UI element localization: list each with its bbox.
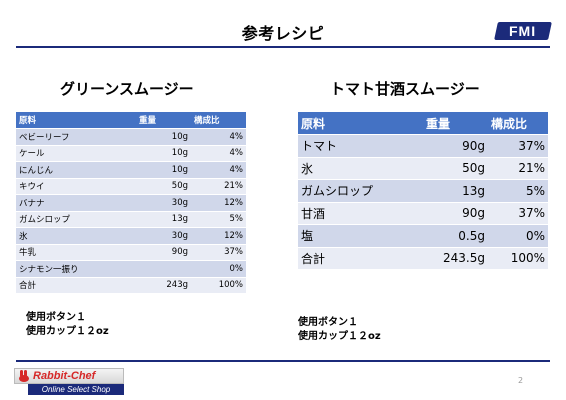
table-row: バナナ 30g 12% <box>16 194 246 212</box>
ratio-cell: 37% <box>488 202 548 225</box>
ingredient-cell: 牛乳 <box>16 244 136 261</box>
green-smoothie-note: 使用ボタン１ 使用カップ１２oz <box>26 311 109 339</box>
weight-cell <box>136 260 191 278</box>
weight-cell: 243.5g <box>423 247 488 270</box>
tomato-smoothie-note: 使用ボタン１ 使用カップ１２oz <box>298 316 381 344</box>
table-row: 氷 30g 12% <box>16 227 246 245</box>
cup-size-text: 使用カップ１２oz <box>26 326 109 337</box>
ratio-cell: 12% <box>191 194 246 212</box>
ratio-cell: 5% <box>488 179 548 203</box>
table-row: にんじん 10g 4% <box>16 161 246 179</box>
ratio-cell: 4% <box>191 161 246 179</box>
rabbit-chef-logo: Rabbit-Chef Online Select Shop <box>14 368 124 396</box>
table-row: ベビーリーフ 10g 4% <box>16 128 246 146</box>
ingredient-cell: にんじん <box>16 161 136 179</box>
ratio-cell: 5% <box>191 211 246 228</box>
ingredient-cell: 塩 <box>298 224 423 248</box>
column-header-ingredient: 原料 <box>16 112 136 129</box>
table-row: 氷 50g 21% <box>298 157 548 180</box>
ingredient-cell: 氷 <box>298 157 423 180</box>
weight-cell: 10g <box>136 145 191 162</box>
weight-cell: 0.5g <box>423 224 488 248</box>
ingredient-cell: ガムシロップ <box>298 179 423 203</box>
cup-size-text: 使用カップ１２oz <box>298 331 381 342</box>
brand-banner: Rabbit-Chef <box>14 368 124 384</box>
weight-cell: 13g <box>136 211 191 228</box>
column-header-ingredient: 原料 <box>298 112 423 135</box>
ratio-cell: 100% <box>488 247 548 270</box>
footer-rule <box>16 360 550 362</box>
tomato-smoothie-table: 原料 重量 構成比 トマト 90g 37% 氷 50g 21% ガムシロップ 1… <box>298 112 548 270</box>
green-smoothie-table: 原料 重量 構成比 ベビーリーフ 10g 4% ケール 10g 4% にんじん … <box>16 112 246 294</box>
ratio-cell: 0% <box>488 224 548 248</box>
table-row: ケール 10g 4% <box>16 145 246 162</box>
page-number: 2 <box>518 376 524 385</box>
column-header-weight: 重量 <box>136 112 191 129</box>
weight-cell: 50g <box>423 157 488 180</box>
ingredient-cell: シナモン一振り <box>16 260 136 278</box>
rabbit-icon <box>17 369 31 383</box>
ingredient-cell: バナナ <box>16 194 136 212</box>
table-total-row: 合計 243.5g 100% <box>298 247 548 270</box>
weight-cell: 30g <box>136 227 191 245</box>
ingredient-cell: キウイ <box>16 178 136 195</box>
table-row: キウイ 50g 21% <box>16 178 246 195</box>
ingredient-cell: ベビーリーフ <box>16 128 136 146</box>
ingredient-cell: 甘酒 <box>298 202 423 225</box>
weight-cell: 30g <box>136 194 191 212</box>
weight-cell: 10g <box>136 161 191 179</box>
button-count-text: 使用ボタン１ <box>298 317 358 328</box>
table-row: 牛乳 90g 37% <box>16 244 246 261</box>
brand-name: Rabbit-Chef <box>33 370 96 382</box>
table-row: ガムシロップ 13g 5% <box>298 179 548 203</box>
ingredient-cell: 氷 <box>16 227 136 245</box>
table-header-row: 原料 重量 構成比 <box>16 112 246 129</box>
slide-title: 参考レシピ <box>241 24 325 43</box>
weight-cell: 10g <box>136 128 191 146</box>
ratio-cell: 21% <box>488 157 548 180</box>
weight-cell: 13g <box>423 179 488 203</box>
tomato-smoothie-title: トマト甘酒スムージー <box>330 80 480 98</box>
weight-cell: 50g <box>136 178 191 195</box>
weight-cell: 90g <box>423 134 488 158</box>
ratio-cell: 37% <box>488 134 548 158</box>
button-count-text: 使用ボタン１ <box>26 312 86 323</box>
table-total-row: 合計 243g 100% <box>16 277 246 294</box>
table-row: ガムシロップ 13g 5% <box>16 211 246 228</box>
fmi-logo-text: FMI <box>509 23 537 39</box>
fmi-logo: FMI <box>494 22 552 40</box>
ratio-cell: 37% <box>191 244 246 261</box>
table-row: シナモン一振り 0% <box>16 260 246 278</box>
table-row: トマト 90g 37% <box>298 134 548 158</box>
ratio-cell: 0% <box>191 260 246 278</box>
green-smoothie-title: グリーンスムージー <box>60 80 194 98</box>
weight-cell: 90g <box>136 244 191 261</box>
table-header-row: 原料 重量 構成比 <box>298 112 548 135</box>
ingredient-cell: 合計 <box>298 247 423 270</box>
table-row: 甘酒 90g 37% <box>298 202 548 225</box>
ratio-cell: 100% <box>191 277 246 294</box>
column-header-ratio: 構成比 <box>191 112 246 129</box>
weight-cell: 90g <box>423 202 488 225</box>
weight-cell: 243g <box>136 277 191 294</box>
ratio-cell: 21% <box>191 178 246 195</box>
ingredient-cell: トマト <box>298 134 423 158</box>
ingredient-cell: 合計 <box>16 277 136 294</box>
ratio-cell: 12% <box>191 227 246 245</box>
ingredient-cell: ガムシロップ <box>16 211 136 228</box>
table-row: 塩 0.5g 0% <box>298 224 548 248</box>
ratio-cell: 4% <box>191 128 246 146</box>
column-header-ratio: 構成比 <box>488 112 548 135</box>
header-rule <box>16 46 550 48</box>
column-header-weight: 重量 <box>423 112 488 135</box>
brand-tagline: Online Select Shop <box>28 384 124 395</box>
ratio-cell: 4% <box>191 145 246 162</box>
ingredient-cell: ケール <box>16 145 136 162</box>
